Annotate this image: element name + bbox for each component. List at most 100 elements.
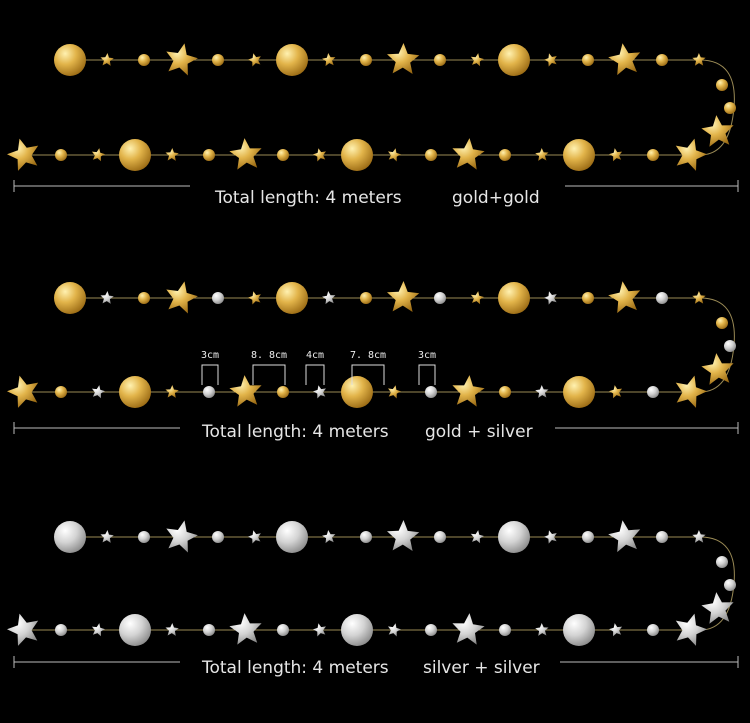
small-star [470,530,484,544]
small-disc [138,54,150,66]
small-disc [203,386,215,398]
small-star [388,148,401,162]
small-star [544,291,557,305]
small-disc [55,386,67,398]
small-disc [212,531,224,543]
small-star [535,148,549,161]
small-disc [499,386,511,398]
small-star [91,148,105,162]
large-star [229,138,262,170]
large-disc [276,521,308,553]
small-disc [203,149,215,161]
large-disc [119,139,151,171]
small-disc [360,531,372,543]
large-star [608,281,641,314]
small-star [91,623,105,637]
large-disc [498,521,530,553]
small-disc [647,624,659,636]
small-star [248,291,261,305]
large-disc [119,614,151,646]
large-disc [498,282,530,314]
variant-label: silver + silver [423,658,540,678]
small-disc [425,149,437,161]
dimension-brackets [201,364,436,385]
small-star [692,530,706,543]
small-star [535,623,549,636]
large-disc [563,139,595,171]
small-star [544,53,557,67]
large-disc [54,44,86,76]
small-star [322,53,336,67]
small-star [692,291,706,304]
small-star [322,291,336,305]
large-star [608,43,641,76]
large-star [7,613,39,646]
large-disc [119,376,151,408]
small-disc [656,54,668,66]
small-star [165,623,179,636]
small-star [470,291,484,305]
small-star [100,530,114,543]
large-disc [54,282,86,314]
large-star [452,613,485,645]
small-star [313,623,326,637]
small-star [100,53,114,66]
large-disc [498,44,530,76]
measure-lines [13,180,739,668]
large-star [701,592,734,624]
large-disc [276,44,308,76]
dimension-label: 7. 8cm [350,350,386,361]
large-star [608,520,641,553]
large-star [166,281,198,314]
large-disc [341,139,373,171]
large-star [166,520,198,553]
dimension-label: 8. 8cm [251,350,287,361]
large-star [452,138,485,170]
small-disc [277,624,289,636]
small-star [248,53,261,67]
small-star [544,530,557,544]
small-disc [582,54,594,66]
small-disc [138,292,150,304]
dimension-label: 3cm [201,350,219,361]
small-disc [716,317,728,329]
small-disc [499,624,511,636]
small-disc [582,292,594,304]
small-star [388,623,401,637]
small-disc [434,292,446,304]
large-star [7,138,39,171]
large-star [675,613,707,646]
small-disc [212,292,224,304]
length-label: Total length: 4 meters [214,188,402,208]
small-disc [724,579,736,591]
large-star [675,375,707,408]
small-star [470,53,484,67]
variant-label: gold + silver [425,422,533,442]
small-disc [716,556,728,568]
large-star [387,281,420,312]
small-disc [425,386,437,398]
large-disc [54,521,86,553]
variant-label: gold+gold [452,188,540,208]
small-star [165,148,179,161]
small-star [692,53,706,66]
small-disc [716,79,728,91]
small-disc [724,102,736,114]
small-disc [656,292,668,304]
small-star [91,385,105,399]
small-disc [425,624,437,636]
large-disc [341,376,373,408]
small-star [100,291,114,304]
large-star [701,353,734,385]
small-disc [647,386,659,398]
small-disc [434,54,446,66]
small-disc [434,531,446,543]
small-star [248,530,261,544]
small-disc [55,624,67,636]
small-star [322,530,336,544]
garlands [7,43,736,646]
small-disc [724,340,736,352]
small-disc [212,54,224,66]
